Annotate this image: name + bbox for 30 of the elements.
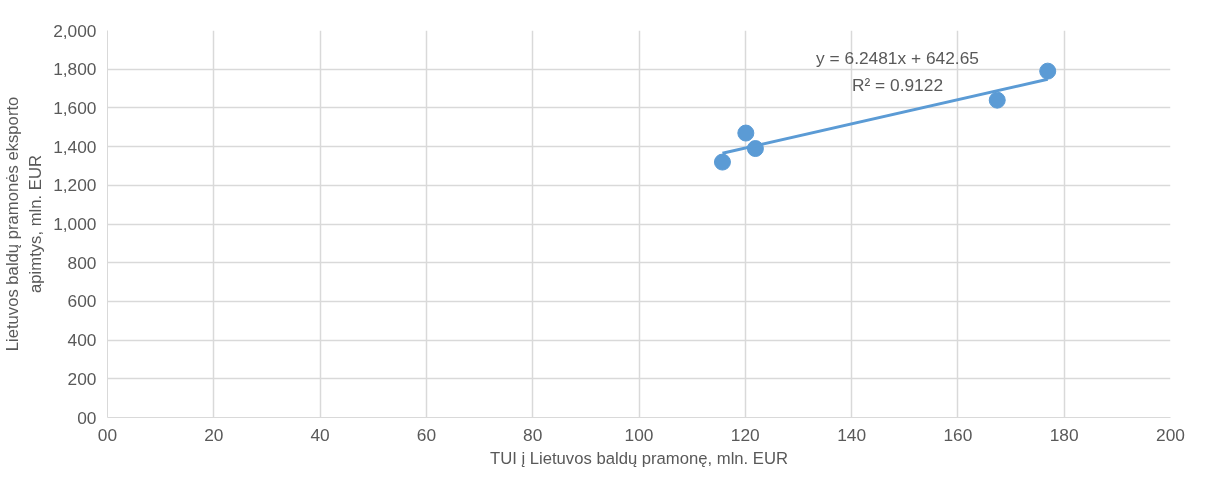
x-tick-label: 200 [1156, 424, 1185, 445]
point [737, 124, 755, 142]
x-tick-label: 180 [1049, 424, 1079, 445]
y-tick-label: 00 [77, 407, 97, 428]
x-tick-label: 00 [97, 424, 118, 445]
point [713, 153, 731, 171]
annotation: y = 6.2481x + 642.65 [816, 47, 979, 68]
x-tick-label: 120 [730, 424, 760, 445]
y-tick-label: 1,400 [53, 136, 97, 157]
x-tick-label: 40 [310, 424, 330, 445]
point [988, 91, 1006, 109]
x-tick-label: 100 [624, 424, 654, 445]
y-axis-title: Lietuvos baldų pramonės eksporto apimtys, mln. EUR [3, 96, 46, 352]
x-tick-label: 20 [204, 424, 224, 445]
y-tick-label: 600 [67, 291, 97, 312]
x-tick-label: 140 [837, 424, 867, 445]
x-tick-label: 60 [416, 424, 437, 445]
y-tick-label: 200 [67, 368, 97, 389]
y-tick-label: 1,200 [53, 175, 97, 196]
y-tick-label: 400 [67, 330, 97, 351]
y-tick-label: 1,600 [53, 97, 97, 118]
x-tick-label: 160 [943, 424, 973, 445]
point [1039, 62, 1057, 80]
y-tick-label: 1,000 [53, 214, 97, 234]
y-tick-label: 1,800 [53, 59, 97, 80]
annotation: R² = 0.9122 [851, 74, 944, 95]
y-tick-label: 2,000 [53, 20, 97, 41]
x-tick-label: 80 [523, 424, 543, 445]
y-tick-label: 800 [67, 252, 97, 273]
x-axis-title: TUI į Lietuvos baldų pramonę, mln. EUR [489, 448, 789, 468]
